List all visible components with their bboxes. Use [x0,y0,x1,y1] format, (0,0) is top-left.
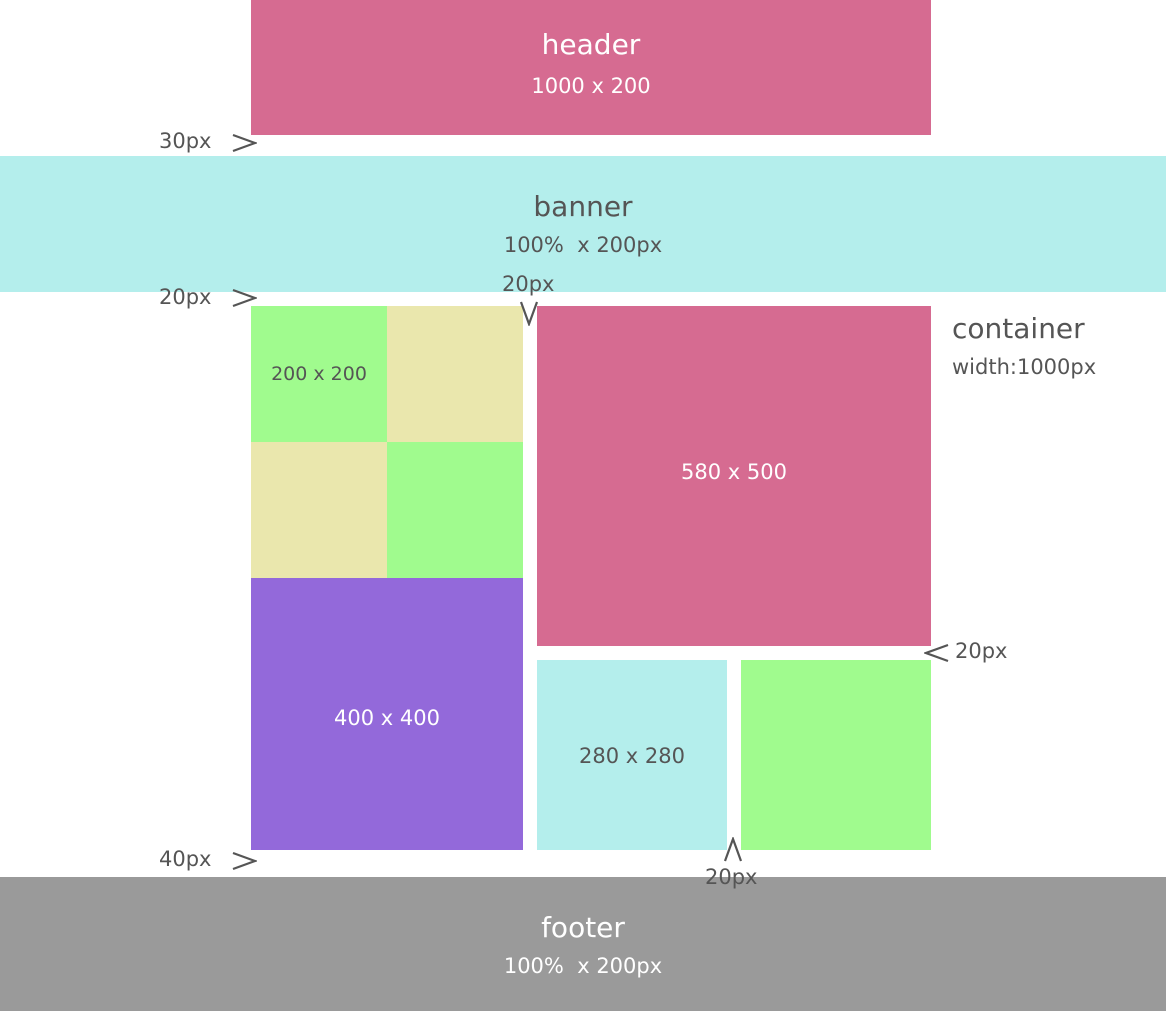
bottom-gap-arrow-icon [723,837,743,863]
footer-title: footer [541,911,625,944]
cyan-box: 280 x 280 [537,660,727,850]
pink-box-label: 580 x 500 [681,460,787,484]
footer-gap-arrow-icon [231,851,257,871]
banner-gap-arrow-icon [231,288,257,308]
small-box-green-1: 200 x 200 [251,306,387,442]
small-box-green-2 [387,442,523,578]
header-title: header [541,28,641,61]
column-gap-label: 20px [502,272,555,296]
row-gap-label: 20px [955,639,1008,663]
bottom-gap-label: 20px [705,865,758,889]
header-gap-arrow-icon [231,133,257,153]
small-box-khaki-1 [387,306,523,442]
small-box-khaki-2 [251,442,387,578]
row-gap-arrow-icon [924,643,950,663]
header-size: 1000 x 200 [531,74,651,98]
banner-block: banner 100% x 200px [0,156,1166,292]
header-block: header 1000 x 200 [251,0,931,135]
column-gap-arrow-icon [519,300,539,326]
container-title: container [952,312,1085,345]
pink-box: 580 x 500 [537,306,931,646]
banner-title: banner [533,190,633,223]
banner-size: 100% x 200px [503,233,663,257]
footer-block: footer 100% x 200px [0,877,1166,1011]
purple-box: 400 x 400 [251,578,523,850]
footer-gap-label: 40px [159,847,212,871]
header-gap-label: 30px [159,129,212,153]
cyan-box-label: 280 x 280 [579,744,685,768]
container-width: width:1000px [952,355,1097,379]
small-box-label: 200 x 200 [271,363,367,385]
green-box [741,660,931,850]
purple-box-label: 400 x 400 [334,706,440,730]
banner-gap-label: 20px [159,285,212,309]
footer-size: 100% x 200px [503,954,663,978]
